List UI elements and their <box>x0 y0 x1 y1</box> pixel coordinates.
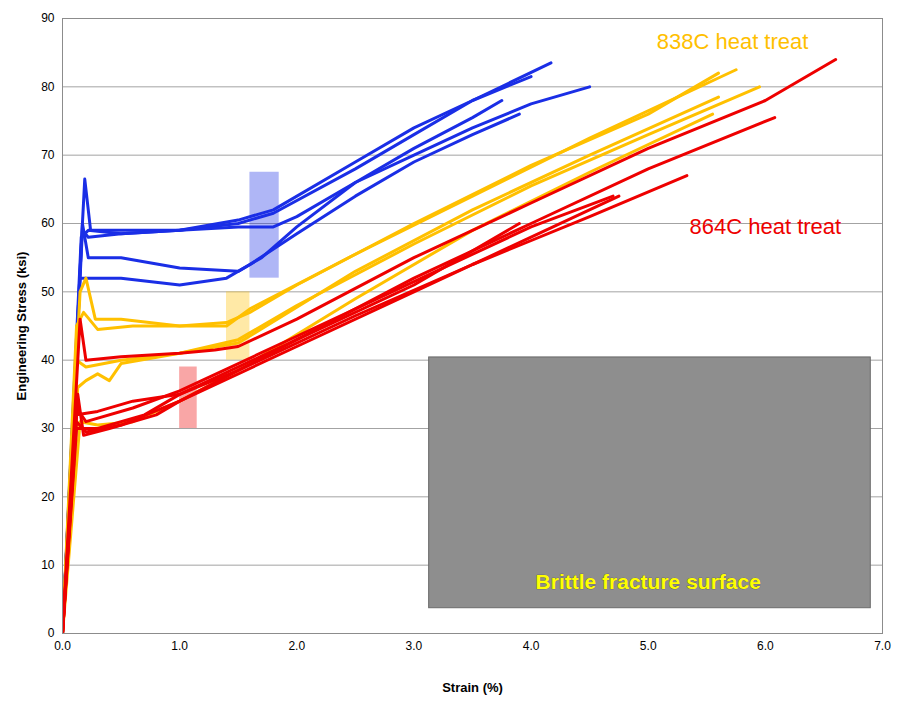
svg-text:838C heat treat: 838C heat treat <box>657 29 809 54</box>
svg-text:20: 20 <box>41 490 55 504</box>
svg-text:Brittle fracture surface: Brittle fracture surface <box>536 570 761 593</box>
svg-text:50: 50 <box>41 285 55 299</box>
svg-text:0.0: 0.0 <box>54 639 71 653</box>
svg-text:30: 30 <box>41 421 55 435</box>
svg-text:Engineering Stress (ksi): Engineering Stress (ksi) <box>14 252 29 401</box>
svg-text:2.0: 2.0 <box>288 639 305 653</box>
svg-text:7.0: 7.0 <box>874 639 891 653</box>
svg-text:4.0: 4.0 <box>523 639 540 653</box>
svg-text:10: 10 <box>41 558 55 572</box>
svg-text:90: 90 <box>41 11 55 25</box>
svg-text:60: 60 <box>41 216 55 230</box>
svg-text:40: 40 <box>41 353 55 367</box>
svg-text:70: 70 <box>41 148 55 162</box>
svg-text:0: 0 <box>47 626 55 641</box>
svg-text:3.0: 3.0 <box>406 639 423 653</box>
svg-text:Strain (%): Strain (%) <box>442 680 503 695</box>
svg-text:6.0: 6.0 <box>757 639 774 653</box>
svg-text:80: 80 <box>41 80 55 94</box>
svg-text:864C heat treat: 864C heat treat <box>690 214 842 239</box>
svg-text:5.0: 5.0 <box>640 639 657 653</box>
svg-text:1.0: 1.0 <box>171 639 188 653</box>
